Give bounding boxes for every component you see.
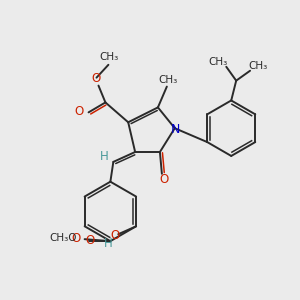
Text: O: O <box>85 234 94 247</box>
Text: CH₃: CH₃ <box>100 52 119 62</box>
Text: CH₃: CH₃ <box>158 75 178 85</box>
Text: H: H <box>100 150 109 164</box>
Text: CH₃O: CH₃O <box>49 233 76 243</box>
Text: H: H <box>104 237 113 250</box>
Text: O: O <box>110 229 119 242</box>
Text: CH₃: CH₃ <box>248 61 268 71</box>
Text: N: N <box>171 123 180 136</box>
Text: O: O <box>159 173 169 186</box>
Text: O: O <box>92 72 101 85</box>
Text: CH₃: CH₃ <box>209 57 228 67</box>
Text: O: O <box>74 105 84 118</box>
Text: O: O <box>71 232 81 245</box>
